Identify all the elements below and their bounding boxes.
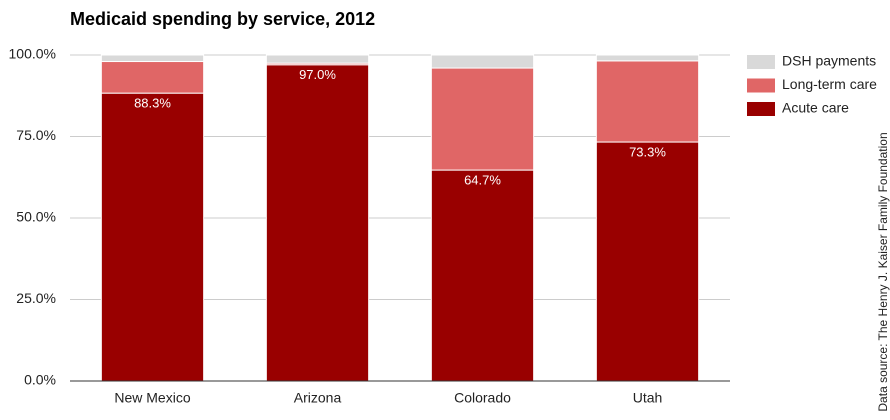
bar-segment: [100, 92, 205, 382]
value-label: 64.7%: [464, 173, 501, 188]
bar-segment: [265, 54, 370, 64]
y-tick-label: 25.0%: [16, 290, 56, 306]
source-note: Data source: The Henry J. Kaiser Family …: [876, 132, 890, 411]
bar-segment: [265, 64, 370, 382]
legend-swatch: [747, 78, 775, 93]
x-tick-label: Utah: [633, 390, 663, 406]
legend-label: Acute care: [782, 100, 849, 116]
y-tick-label: 100.0%: [9, 46, 56, 62]
y-tick-label: 75.0%: [16, 127, 56, 143]
x-tick-label: Arizona: [294, 390, 342, 406]
value-label: 73.3%: [629, 144, 666, 159]
legend-label: Long-term care: [782, 76, 877, 92]
bar-segment: [100, 54, 205, 63]
bar-segment: [430, 54, 535, 69]
x-tick-label: New Mexico: [114, 390, 190, 406]
value-label: 88.3%: [134, 96, 171, 111]
bar-segment: [430, 67, 535, 171]
legend-swatch: [747, 55, 775, 69]
value-label: 97.0%: [299, 67, 336, 82]
bar-segment: [595, 141, 700, 382]
bar-segment: [595, 54, 700, 62]
chart-title: Medicaid spending by service, 2012: [70, 9, 375, 29]
bar-segment: [100, 61, 205, 94]
y-tick-label: 0.0%: [24, 372, 56, 388]
bar-segment: [430, 169, 535, 382]
x-tick-label: Colorado: [454, 390, 511, 406]
bar-segment: [595, 60, 700, 143]
legend-label: DSH payments: [782, 53, 876, 69]
legend-swatch: [747, 102, 775, 116]
y-tick-label: 50.0%: [16, 209, 56, 225]
